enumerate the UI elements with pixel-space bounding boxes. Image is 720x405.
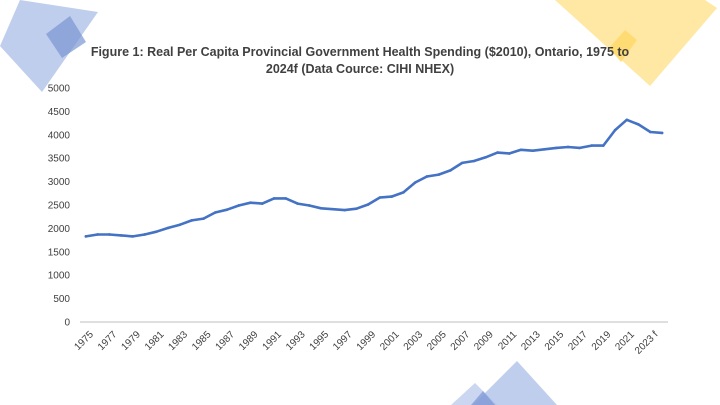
y-tick-label: 3000 [48,177,71,188]
data-point [660,131,664,135]
data-point [484,155,488,159]
x-tick-label: 1989 [237,329,261,353]
data-point [402,191,405,194]
data-point [178,223,182,226]
data-point [390,195,393,198]
x-tick-label: 2017 [566,329,590,353]
x-tick-label: 2011 [496,329,519,352]
x-tick-label: 2009 [472,329,496,353]
data-point [519,148,523,152]
data-point [472,159,476,163]
x-tick-label: 1987 [214,329,238,353]
data-point [225,208,229,211]
data-point [531,149,535,153]
data-point [378,196,382,199]
data-point [496,151,499,154]
chart-title-line-1: Figure 1: Real Per Capita Provincial Gov… [90,45,630,59]
data-point [131,235,135,238]
x-tick-label: 1981 [143,329,167,353]
x-tick-label: 2023 f [633,329,661,357]
data-point [566,145,570,149]
decorative-shapes-top-left [0,0,98,92]
data-point [578,146,582,150]
data-point [272,197,276,200]
y-tick-label: 5000 [48,84,71,95]
data-point [449,169,452,172]
data-point [284,197,288,200]
series-line [84,118,664,238]
x-tick-label: 1977 [96,329,120,353]
decorative-shapes-top-right [555,0,717,86]
data-point [543,148,546,151]
data-point [84,235,88,238]
x-tick-label: 2015 [543,329,567,353]
data-point [602,144,605,147]
x-tick-label: 1985 [190,329,214,353]
data-point [237,204,241,207]
data-point [213,211,217,214]
decorative-shapes-bottom [451,361,557,405]
data-point [155,230,158,233]
data-point [507,152,511,155]
y-tick-label: 2000 [48,224,71,235]
data-point [437,173,440,176]
data-point [331,207,335,211]
x-tick-label: 1975 [72,329,96,353]
chart-title-line-2: 2024f (Data Cource: CIHI NHEX) [265,62,455,76]
x-tick-label: 1997 [331,329,355,353]
x-tick-label: 2003 [402,329,426,353]
data-point [202,217,205,220]
data-point [460,161,464,165]
y-tick-label: 4500 [48,107,71,118]
x-tick-label: 2019 [590,329,614,353]
x-tick-label: 1983 [167,329,191,353]
data-point [143,233,146,236]
data-point [119,234,123,237]
x-tick-label: 2005 [425,329,449,353]
data-point [296,202,299,205]
x-tick-label: 1999 [355,329,379,353]
x-tick-label: 1991 [261,329,285,353]
x-tick-label: 2007 [449,329,473,353]
data-point [355,207,358,211]
data-point [590,144,593,147]
data-point [190,219,194,222]
data-point [413,181,417,184]
data-point [425,175,429,178]
x-tick-label: 2013 [519,329,543,353]
chart-title: Figure 1: Real Per Capita Provincial Gov… [60,44,660,78]
data-point [649,130,652,134]
y-tick-label: 1000 [48,271,71,282]
y-tick-label: 1500 [48,247,71,258]
y-tick-label: 2500 [48,201,71,212]
x-tick-label: 1995 [308,329,332,353]
data-point [166,226,170,230]
data-point [637,123,640,126]
x-tick-label: 1993 [284,329,308,353]
data-point [96,233,99,236]
data-point [625,118,629,122]
data-point [308,204,311,207]
x-tick-label: 2001 [378,329,402,353]
data-point [554,146,558,150]
y-tick-label: 0 [64,318,70,329]
data-point [613,128,617,132]
data-point [319,206,323,210]
data-point [343,208,346,212]
data-point [366,203,370,206]
data-point [249,201,252,204]
x-tick-label: 1979 [119,329,143,353]
y-tick-label: 3500 [48,154,71,165]
y-tick-label: 4000 [48,130,71,141]
data-point [260,202,264,205]
data-point [108,233,111,236]
y-tick-label: 500 [53,294,70,305]
